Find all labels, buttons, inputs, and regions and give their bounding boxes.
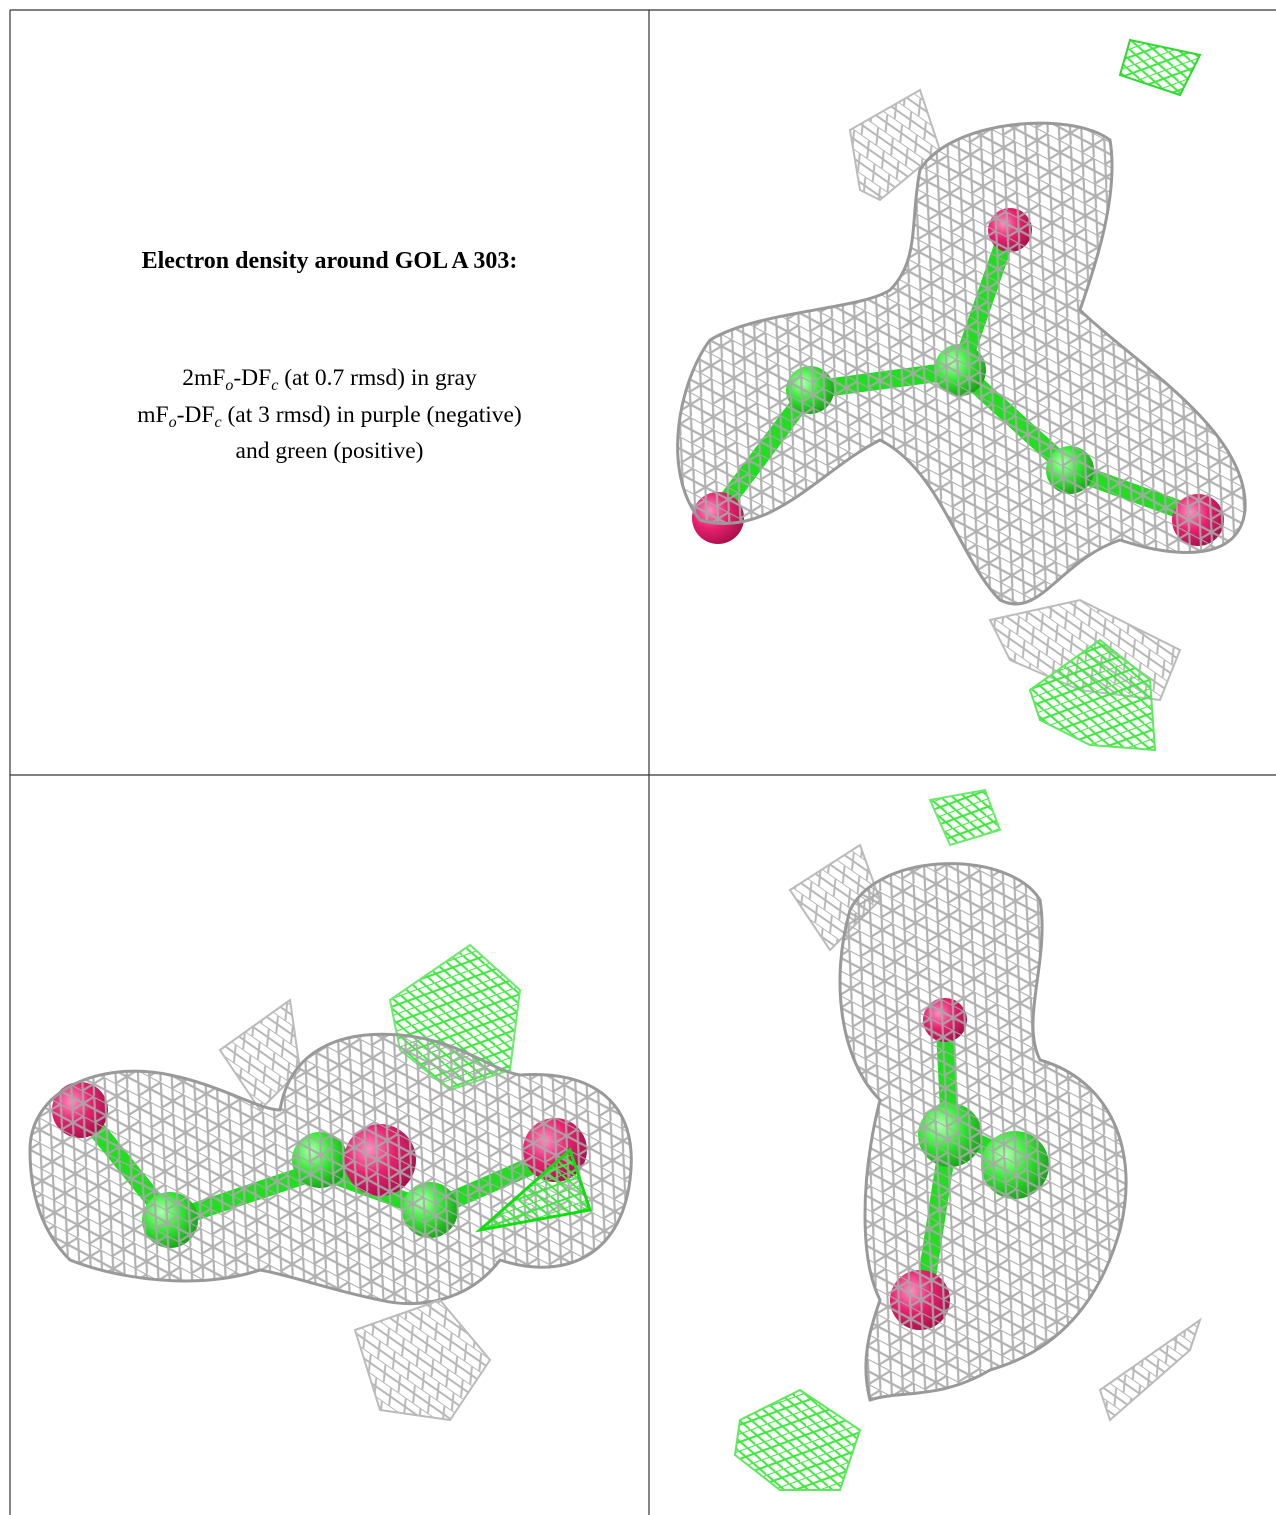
- text: -DF: [233, 365, 271, 391]
- text: -DF: [177, 402, 215, 428]
- caption-lines: 2mFo-DFc (at 0.7 rmsd) in gray mFo-DFc (…: [10, 360, 649, 470]
- text: mF: [137, 402, 168, 428]
- caption-line: mFo-DFc (at 3 rmsd) in purple (negative): [10, 397, 649, 434]
- caption-title: Electron density around GOL A 303:: [10, 248, 649, 275]
- page: {"caption": {"title": "Electron density …: [0, 0, 1276, 1515]
- caption-line: and green (positive): [10, 433, 649, 470]
- density-view-3: [735, 790, 1200, 1490]
- caption-line: 2mFo-DFc (at 0.7 rmsd) in gray: [10, 360, 649, 397]
- text: (at 3 rmsd) in purple (negative): [222, 402, 522, 428]
- figure-grid: [0, 0, 1276, 1515]
- text: and green (positive): [236, 438, 424, 464]
- text: (at 0.7 rmsd) in gray: [278, 365, 476, 391]
- text: 2mF: [182, 365, 225, 391]
- density-view-1: [678, 40, 1246, 750]
- subscript: c: [214, 414, 221, 431]
- density-view-2: [30, 945, 631, 1420]
- subscript: o: [169, 414, 177, 431]
